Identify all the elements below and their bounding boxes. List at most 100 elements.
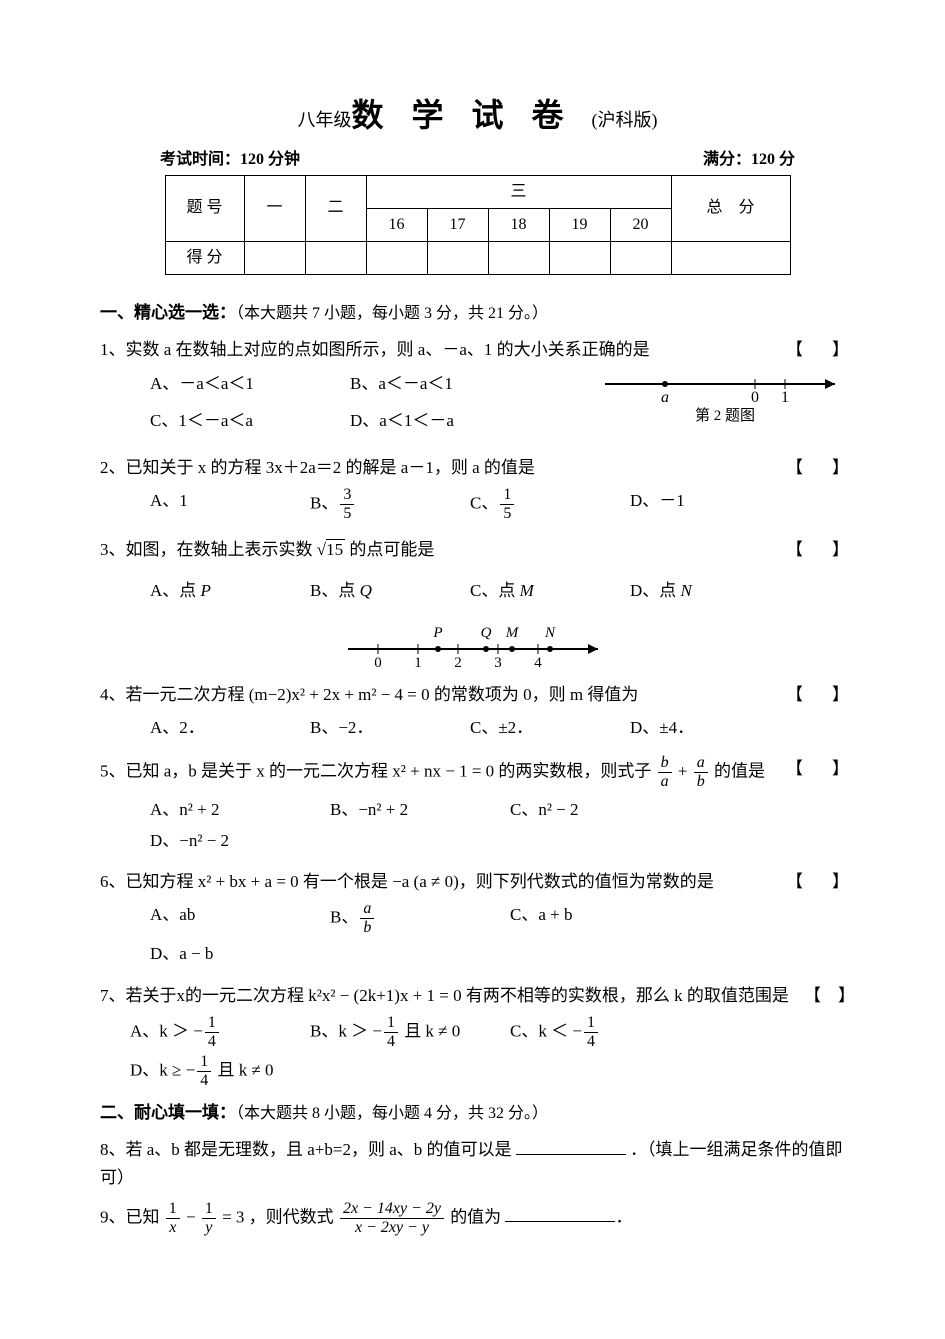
col-3: 三 [366, 175, 671, 208]
fill-blank [505, 1204, 615, 1222]
blank-cell [305, 241, 366, 274]
svg-text:4: 4 [534, 655, 542, 671]
q3-text-pre: 3、如图，在数轴上表示实数 [100, 540, 317, 559]
q2-text: 2、已知关于 x 的方程 3x＋2a＝2 的解是 a－1，则 a 的值是 [100, 458, 535, 477]
page-title: 八年级数学试卷(沪科版) [100, 90, 855, 141]
q6-text: 6、已知方程 x² + bx + a = 0 有一个根是 −a (a ≠ 0)，… [100, 872, 714, 891]
frac-num: b [658, 755, 672, 773]
col-20: 20 [610, 208, 671, 241]
col-total: 总 分 [671, 175, 790, 241]
col-2: 二 [305, 175, 366, 241]
blank-cell [427, 241, 488, 274]
optB-pre: B、 [310, 494, 338, 513]
svg-text:1: 1 [414, 655, 422, 671]
q6-optC: C、a + b [510, 901, 690, 936]
q5-optA: A、n² + 2 [150, 796, 330, 823]
exam-time: 考试时间：120 分钟 [160, 147, 300, 173]
q1-optC: C、1＜－a＜a [150, 407, 350, 434]
q2-optC: C、15 [470, 487, 630, 522]
fill-blank [516, 1137, 626, 1155]
question-4: 【 】 4、若一元二次方程 (m−2)x² + 2x + m² − 4 = 0 … [100, 681, 855, 745]
q4-text: 4、若一元二次方程 (m−2)x² + 2x + m² − 4 = 0 的常数项… [100, 685, 638, 704]
section1-head: 一、精心选一选：（本大题共 7 小题，每小题 3 分，共 21 分。） [100, 299, 855, 327]
blank-cell [366, 241, 427, 274]
q1-optD: D、a＜1＜－a [350, 407, 550, 434]
svg-text:N: N [543, 625, 555, 641]
question-9: 9、已知 1x − 1y = 3 ，则代数式 2x − 14xy − 2yx −… [100, 1201, 855, 1236]
frac-den: y [202, 1219, 216, 1236]
th-num: 题 号 [165, 175, 244, 241]
answer-bracket: 【 】 [786, 454, 855, 481]
answer-bracket: 【 】 [786, 536, 855, 563]
sec2-title: 二、耐心填一填： [100, 1103, 236, 1122]
q4-optA: A、2． [150, 714, 310, 741]
svg-text:3: 3 [494, 655, 502, 671]
q5-optD: D、−n² − 2 [150, 827, 330, 854]
q9-text-mid: = 3 ，则代数式 [218, 1207, 338, 1226]
sec1-sub: （本大题共 7 小题，每小题 3 分，共 21 分。） [236, 305, 548, 322]
period: ． [615, 1207, 632, 1226]
q3-optA: A、点 P [150, 577, 310, 604]
q1-optA: A、－a＜a＜1 [150, 370, 350, 397]
question-2: 【 】 2、已知关于 x 的方程 3x＋2a＝2 的解是 a－1，则 a 的值是… [100, 454, 855, 526]
q5-optC: C、n² − 2 [510, 796, 690, 823]
q5-optB: B、−n² + 2 [330, 796, 510, 823]
frac-den: 4 [197, 1072, 211, 1089]
q7-text: 7、若关于x的一元二次方程 k²x² − (2k+1)x + 1 = 0 有两不… [100, 986, 789, 1005]
q1-optB: B、a＜－a＜1 [350, 370, 550, 397]
q2-optD: D、－1 [630, 487, 790, 522]
frac-den: 4 [205, 1033, 219, 1050]
q1-figure: a 0 1 第 2 题图 [595, 364, 855, 424]
q7-optA: A、k ＞ −14 [130, 1015, 310, 1050]
svg-text:P: P [432, 625, 442, 641]
q7-optC: C、k ＜ −14 [510, 1015, 690, 1050]
svg-text:0: 0 [751, 389, 759, 406]
col-18: 18 [488, 208, 549, 241]
sec1-title: 一、精心选一选： [100, 303, 236, 322]
q5-text-pre: 5、已知 a，b 是关于 x 的一元二次方程 x² + nx − 1 = 0 的… [100, 761, 656, 780]
number-line-icon: a 0 1 第 2 题图 [595, 364, 855, 424]
score-table: 题 号 一 二 三 总 分 16 17 18 19 20 得 分 [165, 175, 791, 275]
blank-cell [244, 241, 305, 274]
blank-cell [549, 241, 610, 274]
frac-num: 1 [384, 1015, 398, 1033]
q4-optD: D、±4． [630, 714, 790, 741]
col-17: 17 [427, 208, 488, 241]
svg-text:0: 0 [374, 655, 382, 671]
number-line-icon: 0 1 2 3 4 P Q M N [328, 615, 628, 671]
question-6: 【 】 6、已知方程 x² + bx + a = 0 有一个根是 −a (a ≠… [100, 868, 855, 971]
q9-text-pre: 9、已知 [100, 1207, 164, 1226]
q6-optD: D、a − b [150, 940, 330, 967]
frac-den: 4 [384, 1033, 398, 1050]
q3-text-post: 的点可能是 [345, 540, 434, 559]
frac-den: b [360, 919, 374, 936]
svg-text:1: 1 [781, 389, 789, 406]
q3-optC: C、点 M [470, 577, 630, 604]
meta-row: 考试时间：120 分钟 满分：120 分 [160, 147, 795, 173]
answer-bracket: 【 】 [786, 755, 855, 782]
q9-text-post: 的值为 [446, 1207, 501, 1226]
frac-num: 1 [166, 1201, 180, 1219]
svg-text:第 2 题图: 第 2 题图 [695, 406, 755, 424]
frac-num: 2x − 14xy − 2y [340, 1201, 444, 1219]
q7-optD: D、k ≥ −14 且 k ≠ 0 [130, 1054, 350, 1089]
frac-den: a [658, 773, 672, 790]
q8-text-pre: 8、若 a、b 都是无理数，且 a+b=2，则 a、b 的值可以是 [100, 1140, 512, 1159]
answer-bracket: 【 】 [786, 681, 855, 708]
q2-optA: A、1 [150, 487, 310, 522]
q5-text-post: 的值是 [710, 761, 765, 780]
frac-num: a [694, 755, 708, 773]
question-1: 【 】 1、实数 a 在数轴上对应的点如图所示，则 a、－a、1 的大小关系正确… [100, 336, 855, 444]
q6-optB: B、ab [330, 901, 510, 936]
answer-bracket: 【 】 [786, 336, 855, 363]
q7-optB: B、k ＞ −14 且 k ≠ 0 [310, 1015, 510, 1050]
section2-head: 二、耐心填一填：（本大题共 8 小题，每小题 4 分，共 32 分。） [100, 1099, 855, 1127]
title-suf: (沪科版) [592, 110, 658, 130]
q3-figure: 0 1 2 3 4 P Q M N [328, 615, 628, 671]
frac-num: 1 [500, 487, 514, 505]
svg-text:2: 2 [454, 655, 462, 671]
frac-num: a [360, 901, 374, 919]
q1-text: 1、实数 a 在数轴上对应的点如图所示，则 a、－a、1 的大小关系正确的是 [100, 340, 650, 359]
svg-text:a: a [661, 389, 669, 406]
frac-den: 5 [500, 505, 514, 522]
